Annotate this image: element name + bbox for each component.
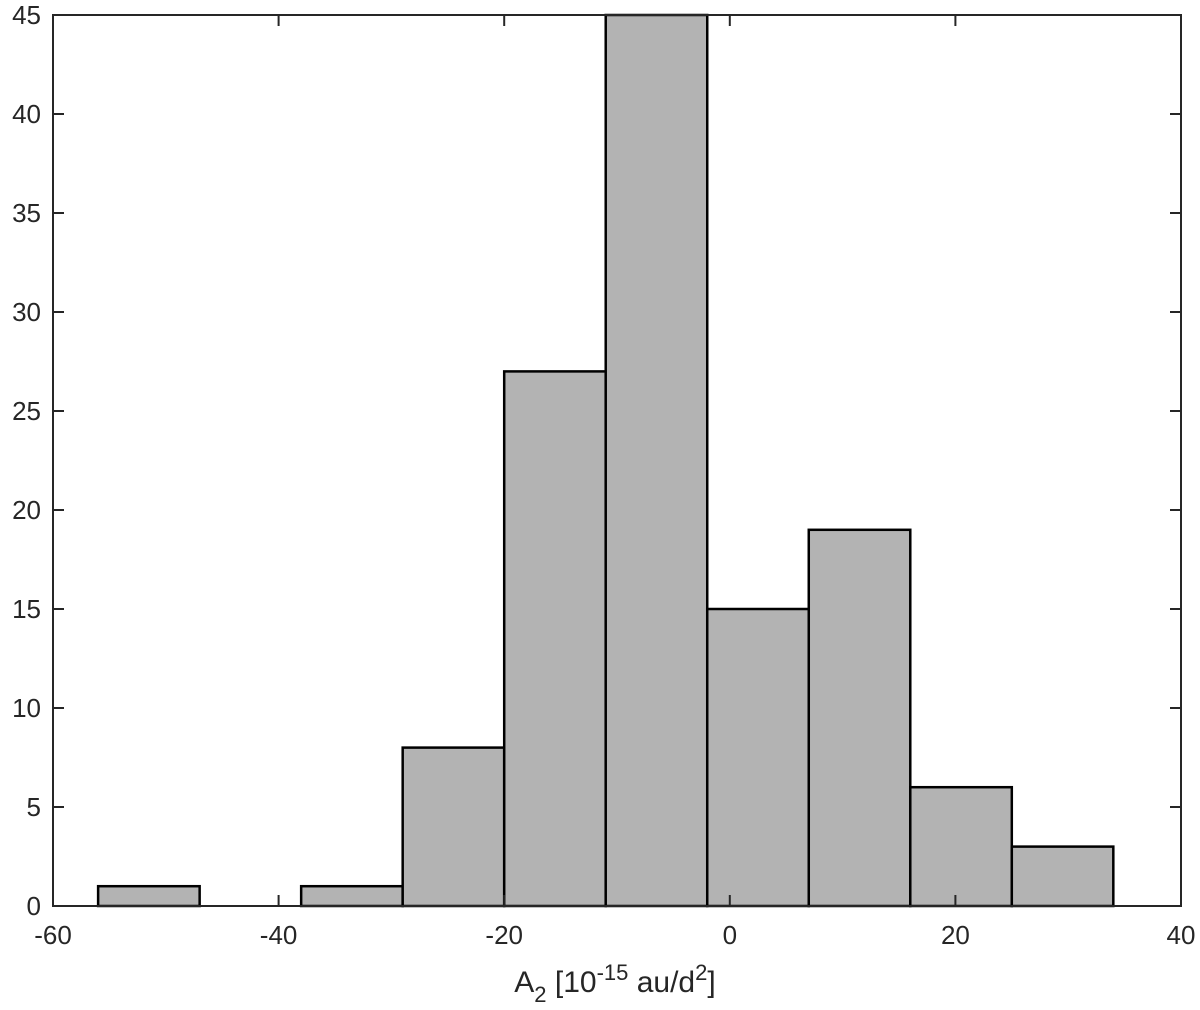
x-axis-label-mid: [10	[547, 966, 597, 999]
y-axis-ticks: 0 5 10 15 20 25 30 35 40 45	[12, 0, 1181, 921]
y-tick-label: 40	[12, 99, 41, 129]
y-tick-label: 30	[12, 297, 41, 327]
x-axis-ticks: -60 -40 -20 0 20 40	[34, 15, 1195, 950]
y-tick-label: 45	[12, 0, 41, 30]
histogram-bars	[96, 13, 1115, 908]
y-tick-label: 10	[12, 693, 41, 723]
histogram-bar-7	[807, 528, 912, 908]
y-tick-label: 15	[12, 594, 41, 624]
x-axis-label-main: A	[514, 966, 534, 999]
x-tick-label: 20	[941, 920, 970, 950]
histogram-bar-9	[1010, 845, 1115, 908]
x-axis-label-end: ]	[707, 966, 715, 999]
x-tick-label: 0	[723, 920, 737, 950]
y-tick-label: 20	[12, 495, 41, 525]
x-axis-label-sup2: 2	[695, 960, 707, 985]
x-axis-label-mid2: au/d	[628, 966, 695, 999]
x-axis-label-sub: 2	[534, 982, 546, 1007]
histogram-bar-2	[299, 884, 404, 908]
x-tick-label: -60	[34, 920, 72, 950]
histogram-bar-4	[502, 370, 607, 908]
y-tick-label: 35	[12, 198, 41, 228]
y-tick-label: 25	[12, 396, 41, 426]
x-axis-label: A2 [10-15 au/d2]	[514, 960, 715, 1007]
x-tick-label: -40	[260, 920, 298, 950]
plot-box	[52, 14, 1182, 907]
histogram-bar-6	[705, 607, 811, 908]
x-tick-label: -20	[485, 920, 523, 950]
axes-frame	[52, 14, 1182, 907]
histogram-bar-5	[604, 13, 709, 908]
x-axis-label-sup1: -15	[597, 960, 629, 985]
histogram-bar-3	[401, 746, 506, 908]
y-tick-label: 5	[27, 792, 41, 822]
histogram-bar-0	[96, 884, 201, 908]
histogram-bar-8	[909, 785, 1014, 908]
y-tick-label: 0	[27, 891, 41, 921]
x-tick-label: 40	[1167, 920, 1196, 950]
